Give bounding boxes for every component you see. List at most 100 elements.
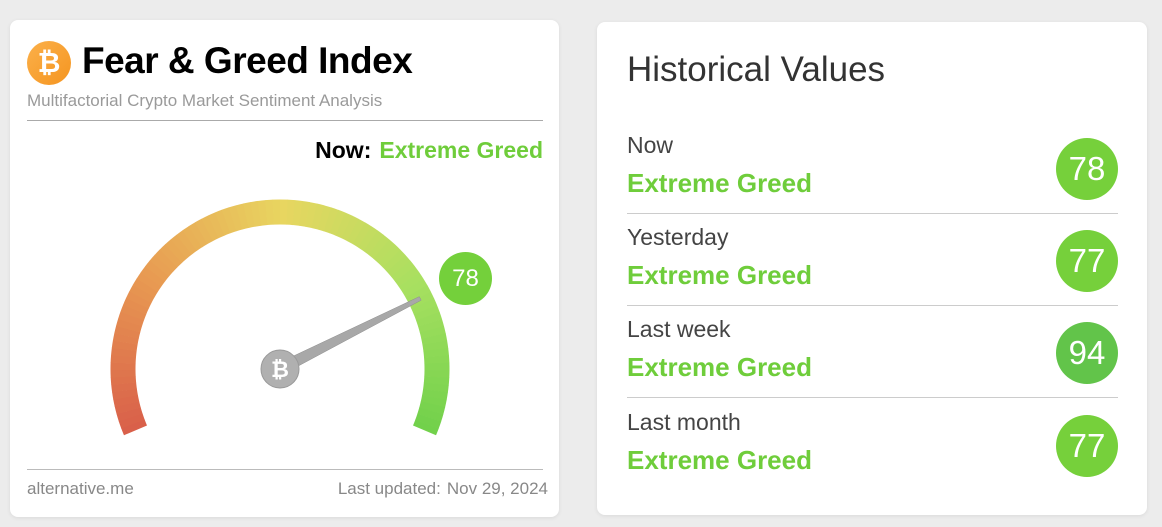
- gauge-arc-segment: [423, 376, 450, 386]
- gauge-arc-segment: [402, 278, 428, 298]
- gauge-arc-segment: [159, 244, 183, 268]
- gauge-arc-segment: [228, 205, 243, 232]
- bitcoin-icon: ₿: [271, 357, 289, 382]
- gauge-arc-segment: [357, 226, 378, 252]
- gauge-arc-segment: [363, 230, 384, 255]
- gauge-arc-segment: [391, 260, 416, 282]
- gauge: ₿: [110, 199, 450, 436]
- gauge-arc-segment: [317, 205, 332, 232]
- gauge-arc-segment: [422, 340, 449, 352]
- gauge-arc-segment: [110, 375, 137, 386]
- gauge-arc-segment: [132, 278, 158, 298]
- last-updated-date: Nov 29, 2024: [446, 479, 548, 498]
- gauge-arc-segment: [176, 230, 198, 255]
- row-value-badge: 78: [1056, 138, 1118, 200]
- gauge-arc-segment: [116, 318, 143, 333]
- gauge-arc-segment: [145, 260, 170, 282]
- now-label: Now:: [315, 137, 372, 163]
- gauge-value-badge: 78: [439, 252, 492, 305]
- row-divider: [627, 213, 1118, 214]
- row-value-badge: 77: [1056, 230, 1118, 292]
- gauge-arc-segment: [121, 419, 148, 436]
- gauge-arc-segment: [111, 340, 138, 352]
- subtitle: Multifactorial Crypto Market Sentiment A…: [27, 91, 383, 110]
- gauge-arc-segment: [411, 298, 438, 315]
- gauge-arc-segment: [182, 226, 203, 251]
- history-row-now: Now Extreme Greed 78: [627, 122, 1118, 214]
- gauge-arc-segment: [420, 395, 447, 408]
- page-title: Fear & Greed Index: [82, 40, 413, 81]
- gauge-arc-segment: [112, 332, 139, 345]
- gauge-arc-segment: [221, 207, 237, 234]
- gauge-arc-segment: [250, 200, 262, 227]
- fear-greed-card: ₿ Fear & Greed Index Multifactorial Cryp…: [10, 20, 559, 517]
- gauge-arc-segment: [423, 347, 449, 358]
- gauge-arc-segment: [235, 203, 249, 230]
- gauge-arc-segment: [382, 249, 406, 273]
- row-status: Extreme Greed: [627, 168, 812, 198]
- history-row-last-week: Last week Extreme Greed 94: [627, 306, 1118, 398]
- gauge-needle: [276, 296, 422, 375]
- gauge-arc-segment: [346, 218, 366, 245]
- gauge-arc-segment: [419, 401, 446, 415]
- gauge-arc-segment: [113, 394, 140, 408]
- gauge-arc-segment: [292, 200, 303, 226]
- gauge-arc-segment: [114, 325, 141, 339]
- gauge-arc-segment: [323, 207, 339, 234]
- row-status: Extreme Greed: [627, 260, 812, 290]
- gauge-arc-segment: [377, 244, 401, 268]
- gauge-arc-segment: [415, 413, 442, 429]
- gauge-hub: [260, 349, 300, 389]
- now-status: Now: Extreme Greed: [315, 137, 543, 164]
- gauge-arc-segment: [373, 239, 396, 264]
- gauge-arc-segment: [165, 239, 188, 263]
- divider: [27, 120, 543, 121]
- gauge-arc-segment: [423, 382, 449, 393]
- gauge-arc-segment: [170, 234, 193, 259]
- gauge-arc-segment: [111, 382, 137, 393]
- last-updated-label: Last updated:: [337, 479, 441, 498]
- historical-title: Historical Values: [627, 50, 886, 89]
- gauge-arc-segment: [335, 212, 353, 239]
- gauge-arc-segment: [208, 212, 225, 239]
- history-row-yesterday: Yesterday Extreme Greed 77: [627, 214, 1118, 306]
- gauge-arc-segment: [341, 215, 359, 242]
- gauge-arc: [110, 199, 450, 436]
- gauge-arc-segment: [352, 222, 372, 248]
- gauge-arc-segment: [201, 215, 220, 241]
- row-label: Last week: [627, 316, 731, 342]
- gauge-arc-segment: [194, 218, 214, 245]
- gauge-arc-segment: [412, 419, 439, 436]
- gauge-arc-segment: [398, 272, 424, 293]
- row-status: Extreme Greed: [627, 352, 812, 382]
- row-label: Now: [627, 132, 674, 158]
- row-label: Yesterday: [627, 224, 729, 250]
- gauge-arc-segment: [394, 266, 420, 287]
- gauge-arc-segment: [257, 200, 268, 226]
- gauge-arc-segment: [154, 249, 178, 272]
- bitcoin-icon: ₿: [27, 41, 71, 85]
- gauge-arc-segment: [243, 202, 256, 228]
- gauge-arc-segment: [419, 326, 446, 339]
- row-status: Extreme Greed: [627, 445, 812, 475]
- gauge-arc-segment: [111, 347, 137, 358]
- gauge-arc-segment: [416, 311, 443, 327]
- row-divider: [627, 397, 1118, 398]
- row-value-badge: 94: [1056, 322, 1118, 384]
- gauge-arc-segment: [417, 407, 444, 422]
- last-updated: Last updated: Nov 29, 2024: [338, 479, 548, 499]
- gauge-arc-segment: [418, 318, 445, 333]
- gauge-arc-segment: [129, 284, 155, 303]
- gauge-arc-segment: [126, 291, 152, 309]
- gauge-arc-segment: [421, 333, 448, 346]
- gauge-arc-segment: [214, 209, 231, 236]
- gauge-arc-segment: [188, 222, 208, 248]
- source-link[interactable]: alternative.me: [27, 479, 134, 498]
- row-divider: [627, 305, 1118, 306]
- footer-divider: [27, 469, 543, 470]
- gauge-arc-segment: [136, 272, 162, 292]
- gauge-arc-segment: [120, 304, 147, 321]
- gauge-arc-segment: [118, 311, 145, 327]
- gauge-arc-segment: [118, 413, 145, 429]
- row-value-badge: 77: [1056, 415, 1118, 477]
